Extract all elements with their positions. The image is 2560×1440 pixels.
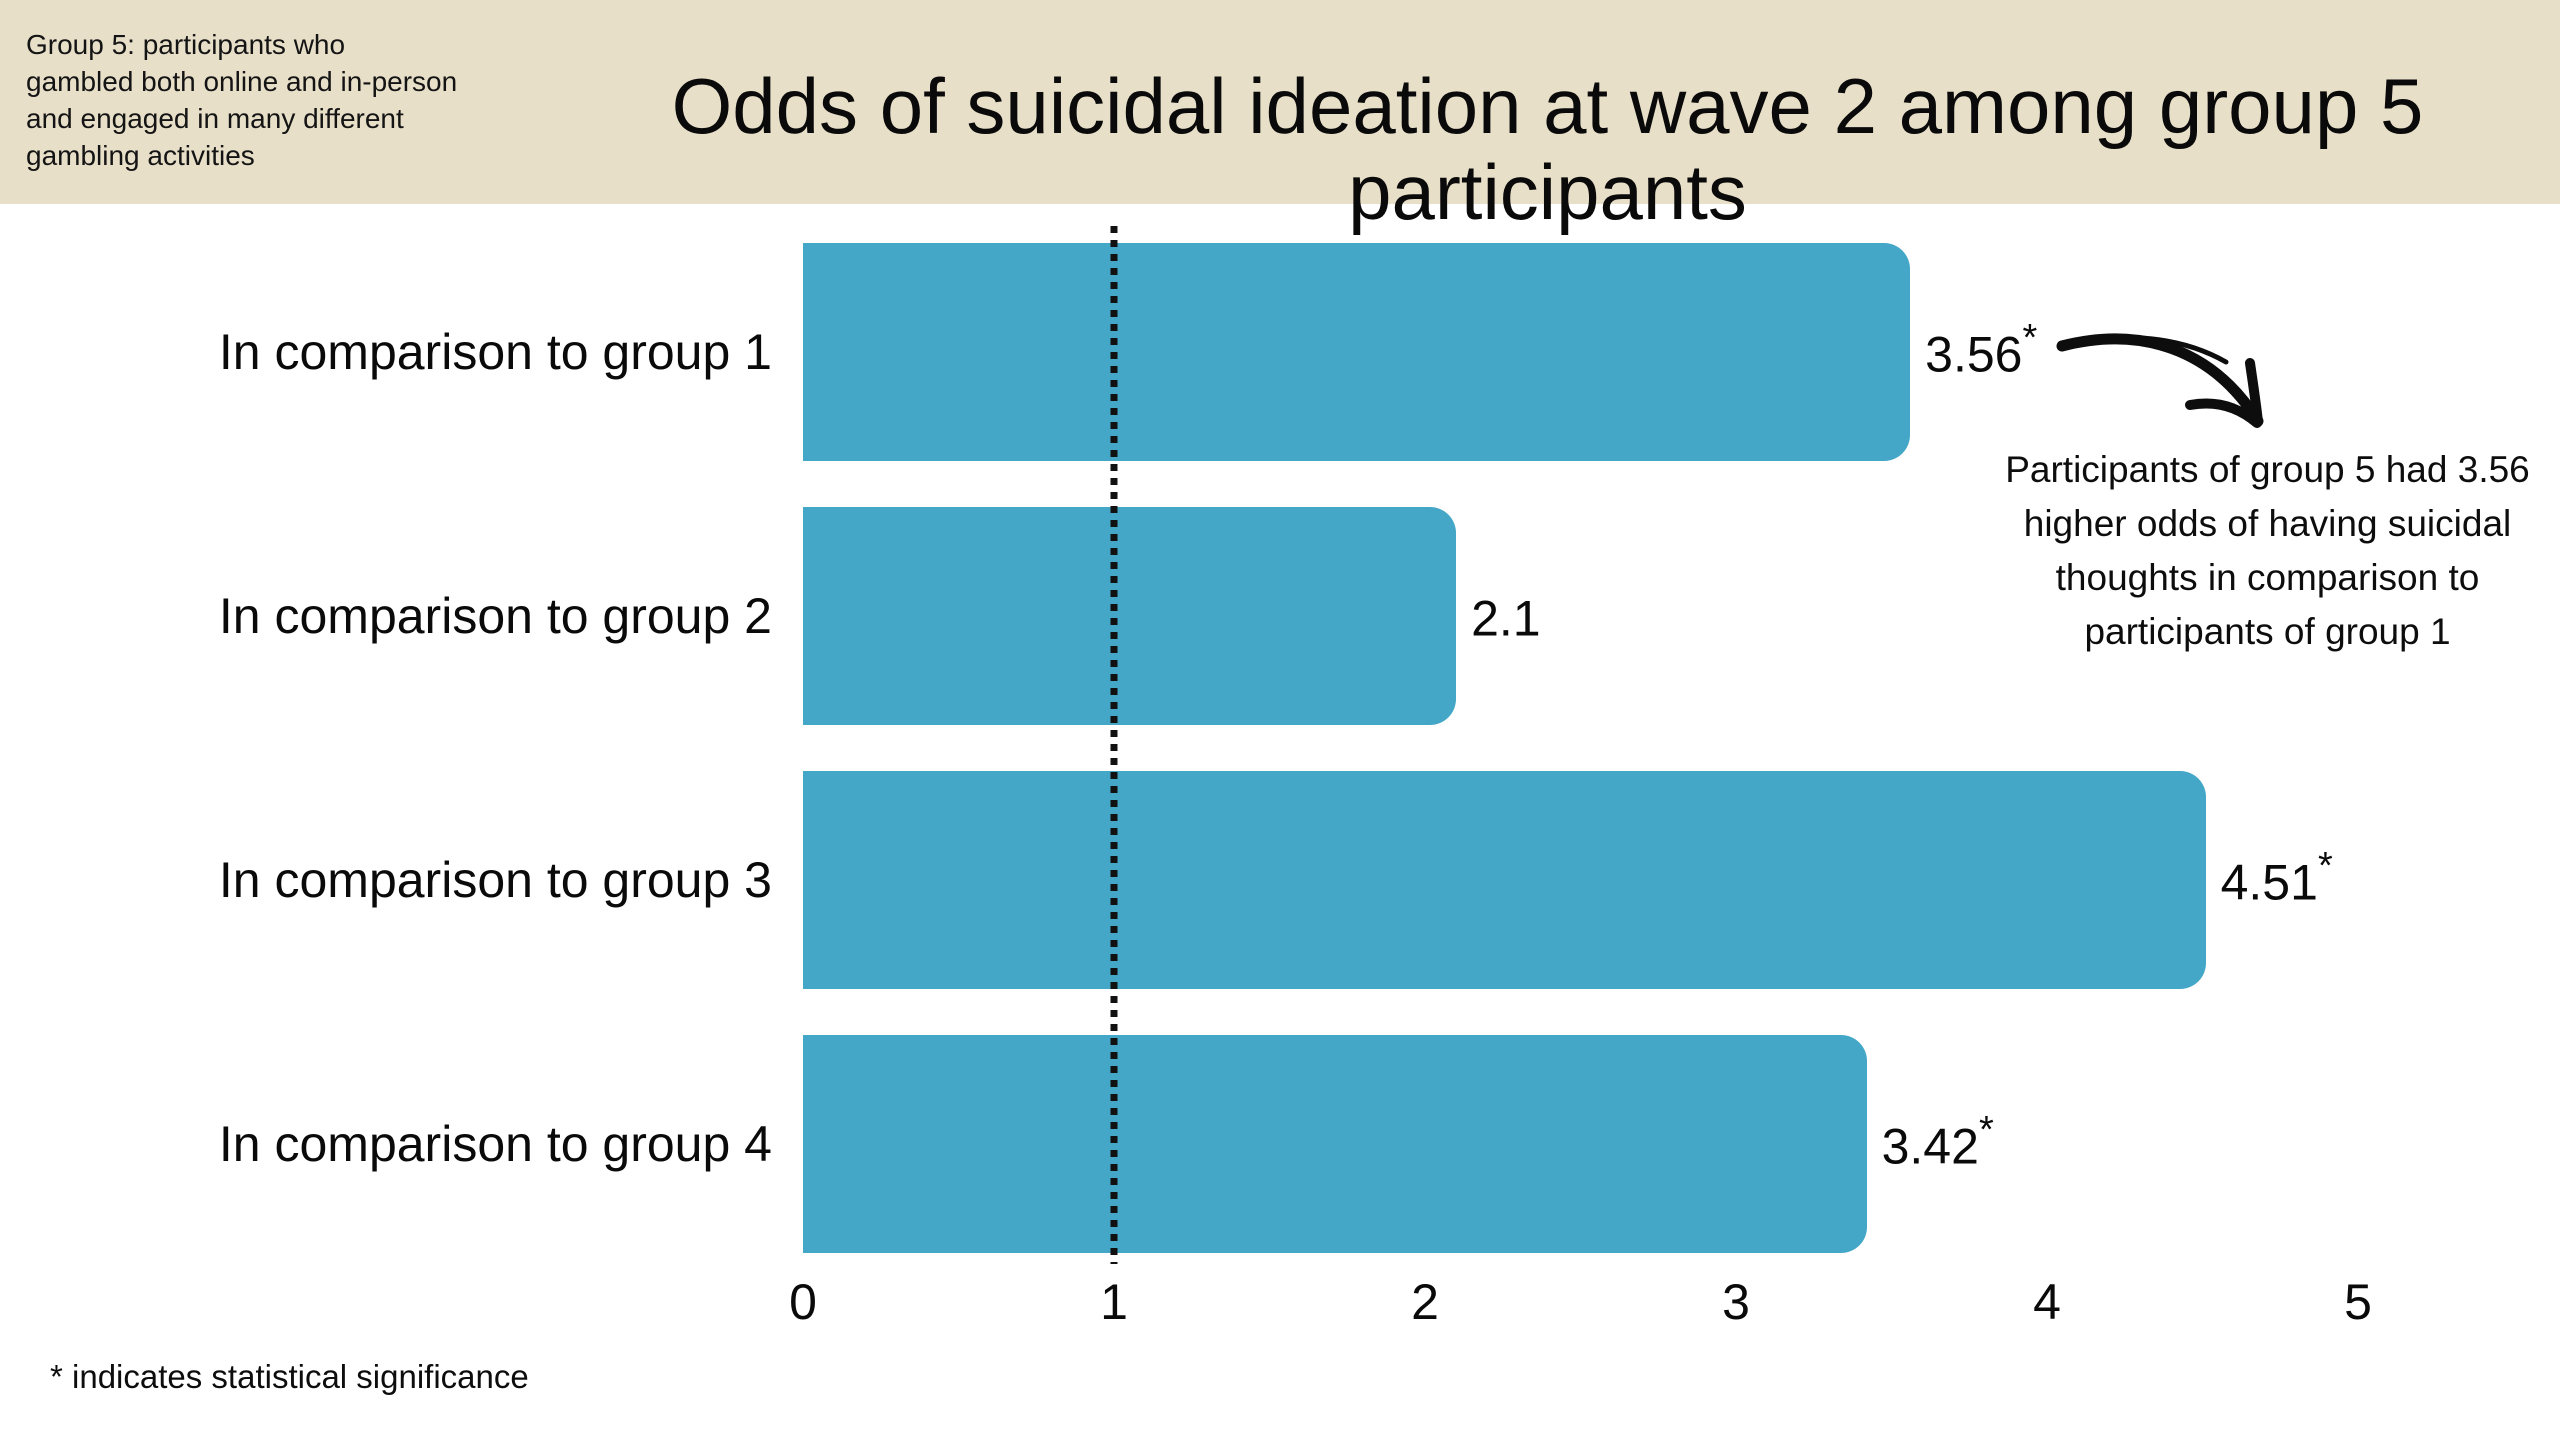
category-label-group2: In comparison to group 2	[218, 588, 772, 644]
bar-row: 4.51*	[803, 771, 2358, 989]
header-banner	[0, 0, 2560, 204]
annotation-text: Participants of group 5 had 3.56 higher …	[2005, 449, 2530, 652]
reference-line-odds-1	[1110, 226, 1118, 1264]
value-number: 4.51	[2220, 854, 2318, 911]
bar-group3	[803, 771, 2206, 989]
value-number: 2.1	[1471, 590, 1541, 647]
x-tick-0: 0	[789, 1274, 817, 1330]
bar-group1	[803, 243, 1911, 461]
value-label-group1: 3.56*	[1925, 317, 2037, 384]
bar-row: 3.56*	[803, 243, 2358, 461]
x-tick-1: 1	[1100, 1274, 1128, 1330]
significance-asterisk: *	[2317, 844, 2333, 887]
plot-area: 3.56* 2.1 4.51* 3.42*	[803, 226, 2358, 1264]
value-label-group3: 4.51*	[2220, 845, 2333, 912]
significance-asterisk: *	[2022, 316, 2038, 359]
category-label-group3: In comparison to group 3	[218, 852, 772, 908]
chart-title: Odds of suicidal ideation at wave 2 amon…	[671, 62, 2424, 236]
x-tick-4: 4	[2033, 1274, 2061, 1330]
value-label-group4: 3.42*	[1881, 1109, 1994, 1176]
x-tick-3: 3	[1722, 1274, 1750, 1330]
value-label-group2: 2.1	[1471, 585, 1541, 648]
value-number: 3.42	[1881, 1118, 1979, 1175]
significance-asterisk: *	[1978, 1108, 1994, 1151]
hand-drawn-arrow-icon	[2056, 333, 2264, 428]
bar-row: 2.1	[803, 507, 2358, 725]
bar-row: 3.42*	[803, 1035, 2358, 1253]
x-axis: 0 1 2 3 4 5	[789, 1272, 2372, 1332]
category-label-group4: In comparison to group 4	[218, 1116, 772, 1172]
value-number: 3.56	[1925, 326, 2023, 383]
bar-group4	[803, 1035, 1867, 1253]
group5-definition-note: Group 5: participants who gambled both o…	[26, 29, 458, 171]
significance-footnote: * indicates statistical significance	[50, 1358, 529, 1395]
x-tick-2: 2	[1411, 1274, 1439, 1330]
bar-group2	[803, 507, 1457, 725]
x-tick-5: 5	[2344, 1274, 2372, 1330]
category-label-group1: In comparison to group 1	[218, 324, 772, 380]
